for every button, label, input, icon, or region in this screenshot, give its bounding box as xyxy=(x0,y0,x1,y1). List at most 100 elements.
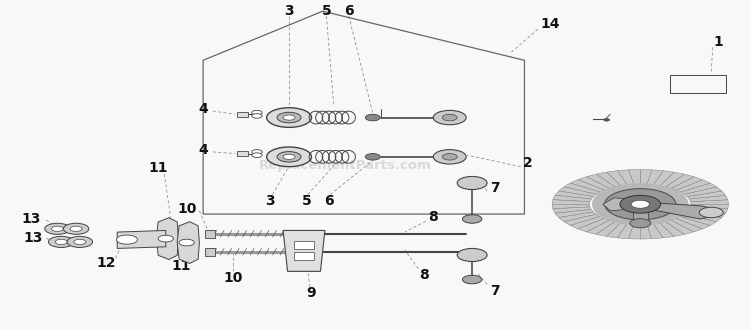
Polygon shape xyxy=(283,230,325,271)
Polygon shape xyxy=(607,171,627,186)
Circle shape xyxy=(179,239,194,246)
Polygon shape xyxy=(691,200,728,204)
Circle shape xyxy=(116,235,137,244)
Text: 13: 13 xyxy=(22,212,41,226)
Circle shape xyxy=(283,115,295,120)
Polygon shape xyxy=(680,183,716,194)
Polygon shape xyxy=(564,183,600,194)
Polygon shape xyxy=(684,187,722,197)
Circle shape xyxy=(365,114,380,121)
Polygon shape xyxy=(206,230,215,238)
Polygon shape xyxy=(555,191,593,199)
Polygon shape xyxy=(237,112,248,116)
Circle shape xyxy=(267,147,311,167)
Text: 4: 4 xyxy=(198,143,208,157)
Circle shape xyxy=(620,195,661,213)
Polygon shape xyxy=(552,200,590,204)
Circle shape xyxy=(74,239,86,245)
Circle shape xyxy=(267,108,311,127)
Circle shape xyxy=(458,248,487,262)
Polygon shape xyxy=(687,210,725,217)
Polygon shape xyxy=(603,198,648,211)
Polygon shape xyxy=(666,174,694,188)
Polygon shape xyxy=(578,177,609,190)
Polygon shape xyxy=(555,210,593,217)
Polygon shape xyxy=(640,170,652,184)
Circle shape xyxy=(252,110,262,115)
Polygon shape xyxy=(689,195,728,202)
Polygon shape xyxy=(559,187,596,197)
Text: 5: 5 xyxy=(302,194,311,208)
Polygon shape xyxy=(671,218,703,232)
Circle shape xyxy=(463,275,482,284)
Polygon shape xyxy=(689,207,728,213)
Text: 6: 6 xyxy=(344,4,354,18)
Text: 4: 4 xyxy=(198,102,208,116)
Polygon shape xyxy=(676,216,710,229)
Circle shape xyxy=(630,219,651,228)
Text: 8: 8 xyxy=(419,268,428,281)
Polygon shape xyxy=(570,216,604,229)
Polygon shape xyxy=(617,224,634,239)
Text: 9: 9 xyxy=(307,286,316,300)
Circle shape xyxy=(433,110,466,125)
Polygon shape xyxy=(117,230,166,248)
Polygon shape xyxy=(628,170,640,184)
Polygon shape xyxy=(684,212,722,222)
Polygon shape xyxy=(640,224,652,239)
Polygon shape xyxy=(578,218,609,232)
Polygon shape xyxy=(156,218,178,259)
Text: 14: 14 xyxy=(541,17,560,31)
Text: 7: 7 xyxy=(490,284,500,298)
Circle shape xyxy=(45,223,70,234)
Polygon shape xyxy=(553,195,591,202)
Circle shape xyxy=(277,151,301,162)
Circle shape xyxy=(604,118,610,121)
Text: 13: 13 xyxy=(23,231,43,245)
Circle shape xyxy=(442,114,458,121)
Polygon shape xyxy=(653,223,674,238)
Polygon shape xyxy=(559,212,596,222)
Text: 11: 11 xyxy=(148,161,168,175)
Text: 7: 7 xyxy=(490,181,500,195)
Text: 5: 5 xyxy=(322,4,332,18)
Circle shape xyxy=(70,226,82,231)
Text: 2: 2 xyxy=(524,156,533,170)
Polygon shape xyxy=(680,214,716,225)
Polygon shape xyxy=(647,224,663,239)
Text: 1: 1 xyxy=(714,35,724,49)
Polygon shape xyxy=(691,204,728,209)
Text: 3: 3 xyxy=(284,4,294,18)
Polygon shape xyxy=(617,170,634,185)
Polygon shape xyxy=(586,220,615,234)
Polygon shape xyxy=(177,222,200,263)
Circle shape xyxy=(458,177,487,189)
Polygon shape xyxy=(552,204,590,209)
Polygon shape xyxy=(293,241,314,249)
Polygon shape xyxy=(564,214,600,225)
Circle shape xyxy=(52,226,64,231)
Circle shape xyxy=(592,183,688,225)
Polygon shape xyxy=(676,180,710,192)
Text: 12: 12 xyxy=(96,256,116,270)
Polygon shape xyxy=(553,207,591,213)
Circle shape xyxy=(631,200,650,208)
Circle shape xyxy=(252,149,262,154)
Polygon shape xyxy=(607,223,627,238)
Polygon shape xyxy=(596,222,621,236)
Text: 11: 11 xyxy=(171,259,190,274)
Polygon shape xyxy=(647,170,663,185)
Text: 3: 3 xyxy=(266,194,275,208)
Text: ReplacementParts.com: ReplacementParts.com xyxy=(259,158,431,172)
Circle shape xyxy=(365,153,380,160)
Circle shape xyxy=(158,235,173,242)
Polygon shape xyxy=(687,191,725,199)
Circle shape xyxy=(604,189,676,220)
Circle shape xyxy=(283,154,295,159)
Circle shape xyxy=(442,153,458,160)
Circle shape xyxy=(56,239,68,245)
Polygon shape xyxy=(596,172,621,187)
Text: 6: 6 xyxy=(324,194,334,208)
Polygon shape xyxy=(206,248,215,256)
Circle shape xyxy=(64,223,88,234)
